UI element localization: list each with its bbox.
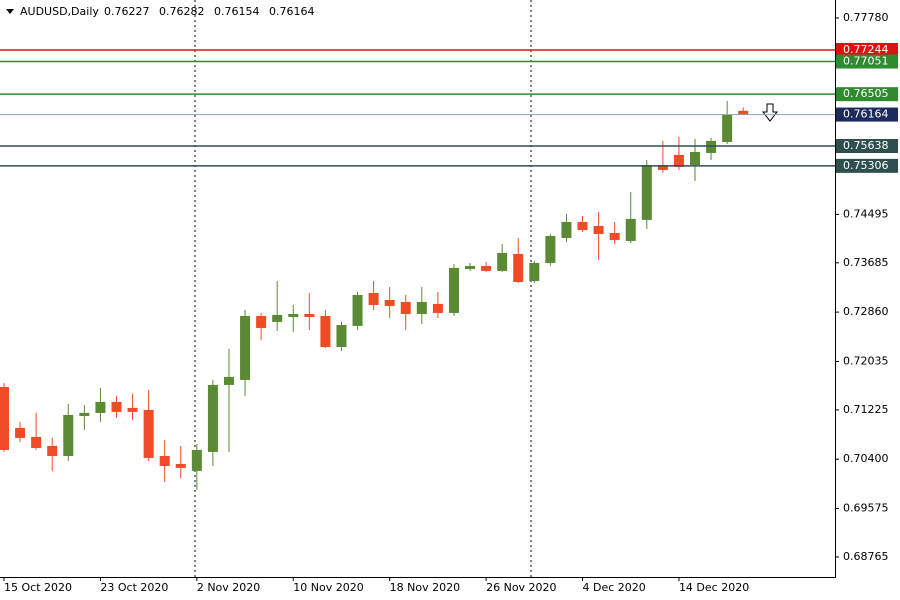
candle-body — [352, 294, 363, 326]
candle-body — [609, 232, 620, 240]
x-tick-label: 14 Dec 2020 — [679, 581, 749, 594]
candle-body — [207, 384, 218, 452]
y-tick-label: 0.74495 — [843, 207, 889, 220]
level-line-label: 0.75638 — [843, 139, 889, 152]
candle-body — [127, 407, 138, 412]
level-line-label-box — [836, 54, 898, 69]
header-open: 0.76227 — [104, 5, 150, 18]
candle-body — [95, 401, 106, 413]
candle-body — [256, 315, 267, 328]
y-tick-label: 0.72035 — [843, 354, 889, 367]
candle-body — [465, 265, 476, 269]
level-line-label-box — [836, 139, 898, 154]
candle-body — [111, 401, 122, 412]
y-tick-label: 0.69575 — [843, 502, 889, 515]
candle-body — [448, 267, 459, 313]
candle-body — [191, 449, 202, 471]
x-tick-label: 26 Nov 2020 — [486, 581, 556, 594]
candle-body — [416, 301, 427, 314]
candle-body — [368, 292, 379, 305]
y-tick-label: 0.77780 — [843, 11, 889, 24]
level-line-label: 0.76505 — [843, 87, 889, 100]
header-high: 0.76282 — [159, 5, 205, 18]
x-tick-label: 4 Dec 2020 — [583, 581, 646, 594]
y-tick-label: 0.73685 — [843, 256, 889, 269]
candle-body — [497, 252, 508, 271]
candle-body — [673, 154, 684, 167]
x-tick-label: 18 Nov 2020 — [390, 581, 460, 594]
candle-body — [706, 140, 717, 153]
candle-body — [722, 114, 733, 142]
candle-body — [641, 164, 652, 220]
candle-body — [47, 445, 58, 456]
candle-body — [272, 314, 283, 322]
current-price-label: 0.76164 — [843, 108, 889, 121]
y-tick-label: 0.71225 — [843, 403, 889, 416]
header-low: 0.76154 — [214, 5, 260, 18]
candle-body — [400, 301, 411, 314]
candle-body — [304, 313, 315, 317]
candle-body — [223, 376, 234, 385]
y-tick-label: 0.72860 — [843, 305, 889, 318]
candle-body — [63, 414, 74, 456]
x-tick-label: 10 Nov 2020 — [293, 581, 363, 594]
y-tick-label: 0.70400 — [843, 452, 889, 465]
candle-body — [15, 427, 26, 438]
candle-body — [690, 151, 701, 165]
level-line-label-box — [836, 87, 898, 102]
symbol: AUDUSD,Daily — [20, 5, 99, 18]
x-tick-label: 15 Oct 2020 — [4, 581, 72, 594]
candle-body — [513, 253, 524, 282]
candle-body — [593, 225, 604, 234]
header: AUDUSD,Daily — [20, 5, 99, 18]
candle-body — [577, 221, 588, 230]
level-line-label-box — [836, 42, 898, 57]
candle-body — [738, 110, 749, 115]
candle-body — [288, 313, 299, 317]
sell-arrow — [761, 103, 779, 122]
candle-body — [336, 324, 347, 347]
candle-body — [240, 315, 251, 380]
candle-body — [561, 221, 572, 238]
level-line-label: 0.77244 — [843, 43, 889, 56]
candle-body — [175, 463, 186, 468]
level-line-label-box — [836, 158, 898, 173]
candle-body — [625, 218, 636, 241]
level-line-label: 0.75306 — [843, 159, 889, 172]
candle-body — [481, 265, 492, 271]
candle-body — [320, 315, 331, 347]
candle-body — [0, 386, 9, 450]
candle-body — [529, 262, 540, 281]
header-close: 0.76164 — [269, 5, 315, 18]
candle-body — [384, 299, 395, 306]
candle-body — [657, 164, 668, 170]
x-tick-label: 2 Nov 2020 — [197, 581, 260, 594]
candle-body — [432, 303, 443, 313]
current-price-box — [836, 107, 898, 122]
candle-body — [159, 455, 170, 466]
menu-triangle[interactable] — [6, 9, 14, 14]
candle-body — [79, 412, 90, 416]
candle-body — [31, 436, 42, 448]
y-tick-label: 0.68765 — [843, 550, 889, 563]
x-tick-label: 23 Oct 2020 — [100, 581, 168, 594]
level-line-label: 0.77051 — [843, 55, 889, 68]
candle-body — [143, 409, 154, 458]
candle-body — [545, 235, 556, 263]
